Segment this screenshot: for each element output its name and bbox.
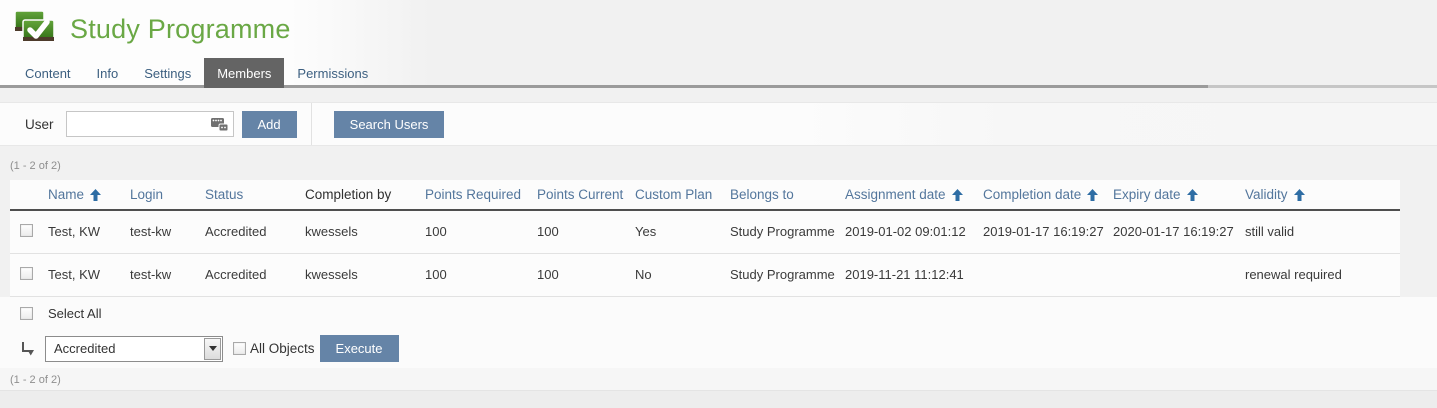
app-header: Study Programme [0,0,1437,58]
tab-info[interactable]: Info [96,65,119,81]
lower-band: Select All Accredited All Objects Execut… [0,296,1437,408]
tab-underline [0,85,1437,88]
top-block: Study Programme Content Info Settings Me… [0,0,1437,88]
add-button[interactable]: Add [241,110,297,138]
row-checkbox[interactable] [20,266,33,280]
apply-to-selection-icon [20,341,36,357]
cell-assignment-date: 2019-11-21 11:12:41 [845,253,983,297]
chevron-down-icon [208,346,217,351]
cell-expiry-date [1113,253,1245,297]
column-header-belongs-to[interactable]: Belongs to [730,180,845,211]
cell-completion-date: 2019-01-17 16:19:27 [983,210,1113,254]
select-dropdown-button[interactable] [204,337,221,360]
page-title: Study Programme [70,13,291,44]
column-header-checkbox [10,180,48,211]
members-table: Name Login Status Completion by Points R… [10,180,1400,297]
column-header-points-current[interactable]: Points Current [537,180,635,211]
action-select[interactable]: Accredited [45,335,223,362]
column-header-name[interactable]: Name [48,180,130,211]
bulk-action-bar: Accredited All Objects Execute [0,330,1437,368]
cell-completion-by: kwessels [305,210,425,254]
pagination-top: (1 - 2 of 2) [10,160,61,172]
user-toolbar: User Add Search Users [0,102,1437,146]
column-header-status[interactable]: Status [205,180,305,211]
cell-status: Accredited [205,253,305,297]
column-header-expiry-date[interactable]: Expiry date [1113,180,1245,211]
all-objects-label: All Objects [250,341,315,356]
bottom-pagination-band: (1 - 2 of 2) [0,367,1437,390]
select-all-label: Select All [48,305,102,321]
column-header-custom-plan[interactable]: Custom Plan [635,180,730,211]
sort-asc-icon [90,188,102,201]
cell-belongs-to: Study Programme [730,210,845,254]
spacer [0,88,1437,102]
table-header-row: Name Login Status Completion by Points R… [10,180,1400,211]
cell-assignment-date: 2019-01-02 09:01:12 [845,210,983,254]
tab-bar: Content Info Settings Members Permission… [0,58,1437,88]
user-picker-icon[interactable] [210,117,229,132]
column-header-validity[interactable]: Validity [1245,180,1400,211]
column-header-assignment-date[interactable]: Assignment date [845,180,983,211]
column-header-completion-by: Completion by [305,180,425,211]
tab-members[interactable]: Members [204,58,285,88]
cell-name: Test, KW [48,210,130,254]
row-checkbox[interactable] [20,223,33,237]
user-label: User [25,116,54,132]
cell-points-required: 100 [425,210,537,254]
cell-points-current: 100 [537,253,635,297]
cell-status: Accredited [205,210,305,254]
toolbar-divider [310,103,312,145]
cell-login: test-kw [130,210,205,254]
sort-asc-icon [1293,188,1305,201]
user-input-wrap [65,111,234,137]
cell-belongs-to: Study Programme [730,253,845,297]
bottom-strip [0,389,1437,408]
cell-completion-by: kwessels [305,253,425,297]
user-input[interactable] [65,111,234,137]
tab-content[interactable]: Content [25,65,71,81]
sort-asc-icon [951,188,963,201]
cell-login: test-kw [130,253,205,297]
table-row: Test, KW test-kw Accredited kwessels 100… [10,210,1400,254]
cell-completion-date [983,253,1113,297]
tab-permissions[interactable]: Permissions [297,65,369,81]
execute-button[interactable]: Execute [319,335,399,362]
select-all-row: Select All [0,297,1437,330]
cell-validity: renewal required [1245,253,1400,297]
action-select-value: Accredited [54,341,116,356]
cell-custom-plan: No [635,253,730,297]
cell-points-required: 100 [425,253,537,297]
pagination-bottom: (1 - 2 of 2) [10,373,61,386]
study-programme-logo-icon [12,9,58,49]
tab-settings[interactable]: Settings [144,65,192,81]
column-header-completion-date[interactable]: Completion date [983,180,1113,211]
cell-validity: still valid [1245,210,1400,254]
column-header-points-required[interactable]: Points Required [425,180,537,211]
all-objects-checkbox[interactable] [233,342,246,355]
column-header-login[interactable]: Login [130,180,205,211]
cell-expiry-date: 2020-01-17 16:19:27 [1113,210,1245,254]
cell-custom-plan: Yes [635,210,730,254]
sort-asc-icon [1087,188,1099,201]
table-row: Test, KW test-kw Accredited kwessels 100… [10,253,1400,297]
cell-points-current: 100 [537,210,635,254]
search-users-button[interactable]: Search Users [333,110,445,138]
cell-name: Test, KW [48,253,130,297]
select-all-checkbox[interactable] [20,306,33,320]
sort-asc-icon [1186,188,1198,201]
